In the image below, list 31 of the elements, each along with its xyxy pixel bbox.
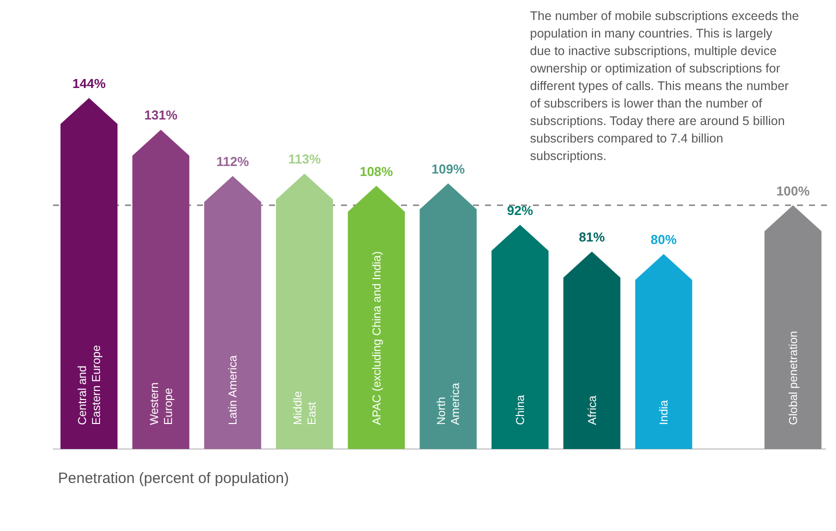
data-label: 131% (144, 108, 178, 123)
x-tick-label: North America (436, 382, 462, 425)
x-tick-label: Global penetration (788, 331, 800, 425)
x-tick-label: Latin America (228, 354, 240, 425)
x-tick-label: Western Europe (148, 382, 175, 425)
bar (563, 252, 620, 449)
x-tick-label: APAC (excluding China and India) (371, 251, 384, 425)
data-label: 113% (288, 152, 322, 167)
data-label: 144% (72, 76, 106, 91)
bar (132, 130, 190, 449)
bar (204, 176, 262, 449)
data-label: 108% (360, 164, 394, 179)
data-label: 81% (578, 230, 606, 245)
bar (635, 254, 692, 449)
bar (420, 183, 477, 449)
x-tick-label: China (515, 394, 528, 425)
bar (348, 186, 405, 449)
data-label: 100% (776, 183, 810, 198)
bar (492, 224, 549, 449)
bar (60, 98, 118, 449)
x-tick-label: Central and Eastern Europe (77, 345, 103, 425)
x-tick-label: Middle East (292, 391, 319, 425)
x-tick-label: Africa (586, 395, 599, 425)
data-label: 112% (216, 154, 250, 169)
data-label: 80% (650, 232, 678, 247)
data-label: 92% (507, 202, 534, 218)
x-tick-label: India (658, 399, 671, 425)
text: The number of mobile subscriptions exceeds the population in many countries. This is largely due to inactive subscriptions, multiple device ownership or optimization of subscriptions for different types of calls. This means the number of subscribers is lower than the number of subscriptions. Today there are around 5 billion subscribers compared to 7.4 billion subscriptions. (530, 9, 799, 163)
bar (276, 174, 334, 449)
x-axis-title: Penetration (percent of population) (58, 470, 289, 487)
data-label: 109% (432, 161, 466, 176)
